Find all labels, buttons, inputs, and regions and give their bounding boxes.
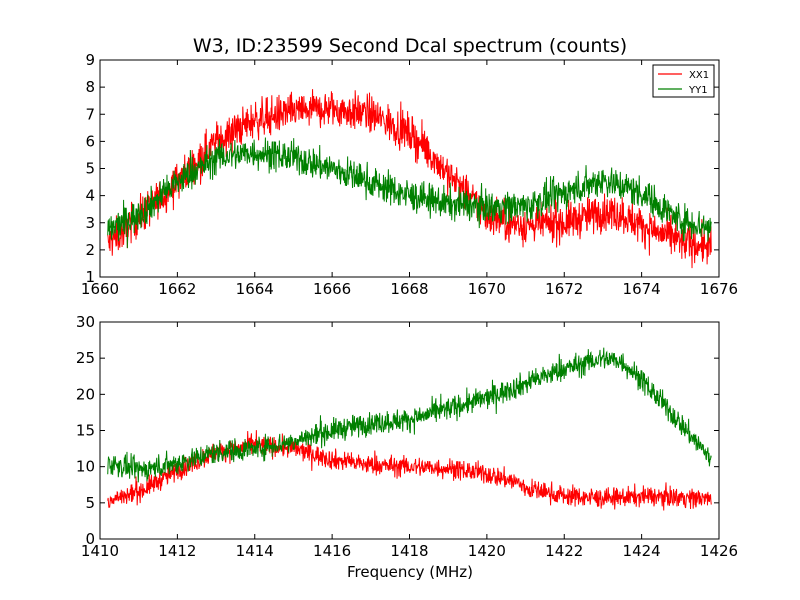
x-tick-label: 1676 [700,280,738,298]
x-tick-label: 1426 [700,542,738,560]
y-tick-label: 0 [85,530,95,548]
x-tick-label: 1416 [313,542,351,560]
y-tick-label: 5 [85,494,95,512]
legend-box [652,64,715,98]
bottom-panel: 1410 1412 1414 1416 1418 1420 1422 1424 1426 0 5 10… [76,313,738,560]
x-tick-label: 1412 [158,542,196,560]
x-tick-label: 1414 [236,542,274,560]
x-tick-label: 1422 [545,542,583,560]
series-line-xx1-panel-1 [107,89,712,269]
top-panel: 1660 1662 1664 1666 1668 1670 1672 1674 1676 1 2 3 4… [81,51,738,298]
y-tick-label: 3 [85,214,95,232]
x-tick-label: 1662 [158,280,196,298]
x-tick-label: 1410 [81,542,119,560]
y-tick-label: 8 [85,78,95,96]
y-tick-label: 6 [85,132,95,150]
y-tick-label: 20 [76,385,95,403]
x-tick-label: 1420 [468,542,506,560]
x-tick-label: 1672 [545,280,583,298]
chart-title: W3, ID:23599 Second Dcal spectrum (count… [193,35,627,57]
y-tick-label: 4 [85,187,95,205]
y-tick-label: 9 [85,51,95,69]
y-tick-label: 5 [85,160,95,178]
y-tick-label: 2 [85,241,95,259]
series-line-yy1-panel-2 [107,347,712,483]
series-line-xx1-panel-2 [107,430,712,511]
y-tick-label: 10 [76,458,95,476]
x-tick-label: 1424 [623,542,661,560]
y-tick-label: 25 [76,349,95,367]
x-tick-label: 1674 [623,280,661,298]
x-tick-label: 1664 [236,280,274,298]
y-tick-label: 7 [85,105,95,123]
x-axis-label: Frequency (MHz) [347,563,473,581]
legend-label-yy1: YY1 [688,85,708,96]
y-tick-label: 1 [85,268,95,286]
y-tick-label: 15 [76,422,95,440]
x-tick-label: 1670 [468,280,506,298]
legend-label-xx1: XX1 [689,70,709,81]
y-tick-label: 30 [76,313,95,331]
x-tick-label: 1668 [390,280,428,298]
x-tick-label: 1666 [313,280,351,298]
x-tick-label: 1660 [81,280,119,298]
x-tick-label: 1418 [390,542,428,560]
series-line-yy1-panel-1 [107,137,712,249]
